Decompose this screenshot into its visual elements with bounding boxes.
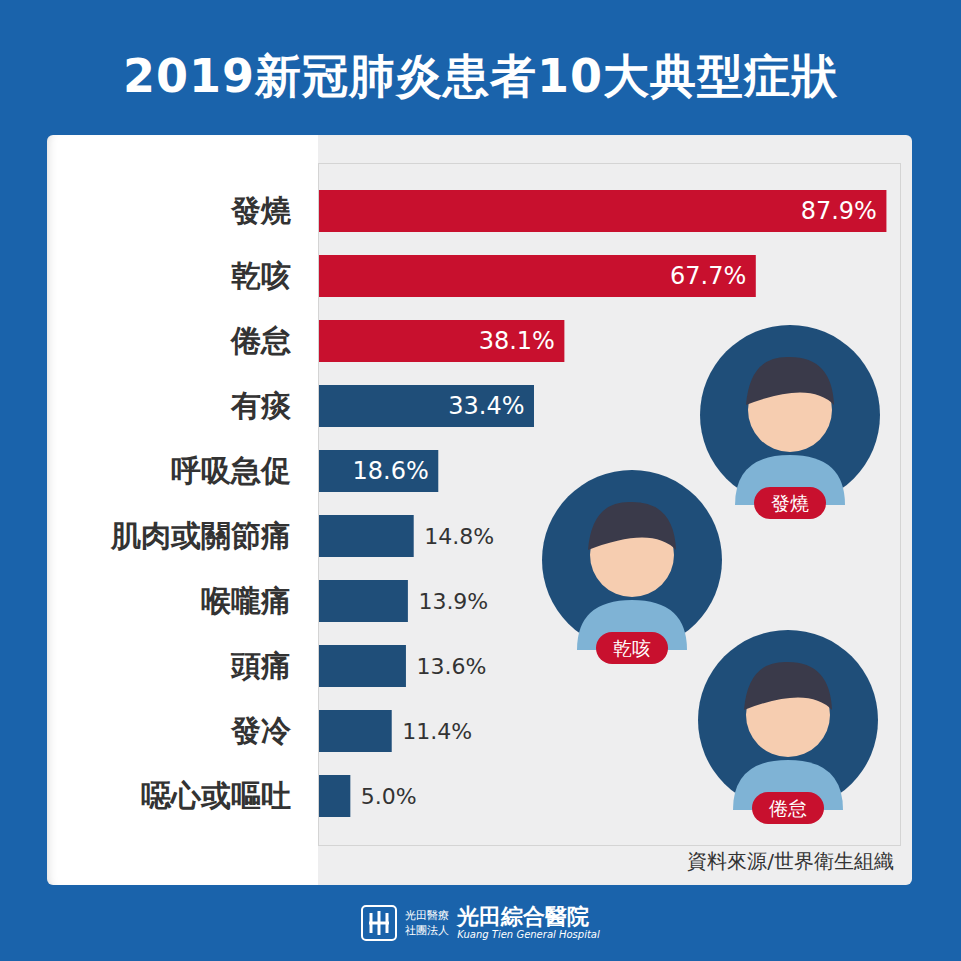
html-text:資料來源/世界衛生組織: 資料來源/世界衛生組織: [687, 849, 894, 873]
svg-text:11.4%: 11.4%: [402, 719, 472, 744]
html-text:2019新冠肺炎患者10大典型症狀: 2019新冠肺炎患者10大典型症狀: [123, 49, 838, 103]
svg-text:67.7%: 67.7%: [670, 262, 746, 290]
svg-text:38.1%: 38.1%: [479, 327, 555, 355]
svg-text:頭痛: 頭痛: [230, 648, 291, 683]
html-text:社團法人: 社團法人: [405, 924, 450, 937]
svg-text:13.9%: 13.9%: [418, 589, 488, 614]
svg-text:呼吸急促: 呼吸急促: [171, 453, 291, 488]
svg-text:噁心或嘔吐: 噁心或嘔吐: [141, 778, 291, 813]
html-text:光田醫療: 光田醫療: [405, 909, 450, 922]
svg-text:發燒: 發燒: [771, 492, 809, 514]
svg-text:倦怠: 倦怠: [230, 323, 291, 358]
svg-text:18.6%: 18.6%: [353, 457, 429, 485]
svg-text:發燒: 發燒: [230, 193, 291, 228]
svg-text:33.4%: 33.4%: [448, 392, 524, 420]
svg-text:乾咳: 乾咳: [231, 258, 291, 293]
svg-text:倦怠: 倦怠: [769, 797, 807, 819]
html-text:光田綜合醫院: 光田綜合醫院: [457, 904, 590, 929]
svg-text:13.6%: 13.6%: [416, 654, 486, 679]
svg-text:14.8%: 14.8%: [424, 524, 494, 549]
svg-text:肌肉或關節痛: 肌肉或關節痛: [110, 518, 291, 553]
svg-text:發冷: 發冷: [230, 713, 292, 748]
html-text:Kuang Tien General Hospital: Kuang Tien General Hospital: [457, 929, 600, 940]
svg-text:喉嚨痛: 喉嚨痛: [201, 583, 291, 618]
svg-text:乾咳: 乾咳: [613, 637, 651, 659]
svg-text:87.9%: 87.9%: [801, 197, 877, 225]
svg-text:有痰: 有痰: [230, 388, 291, 423]
svg-text:5.0%: 5.0%: [361, 784, 417, 809]
